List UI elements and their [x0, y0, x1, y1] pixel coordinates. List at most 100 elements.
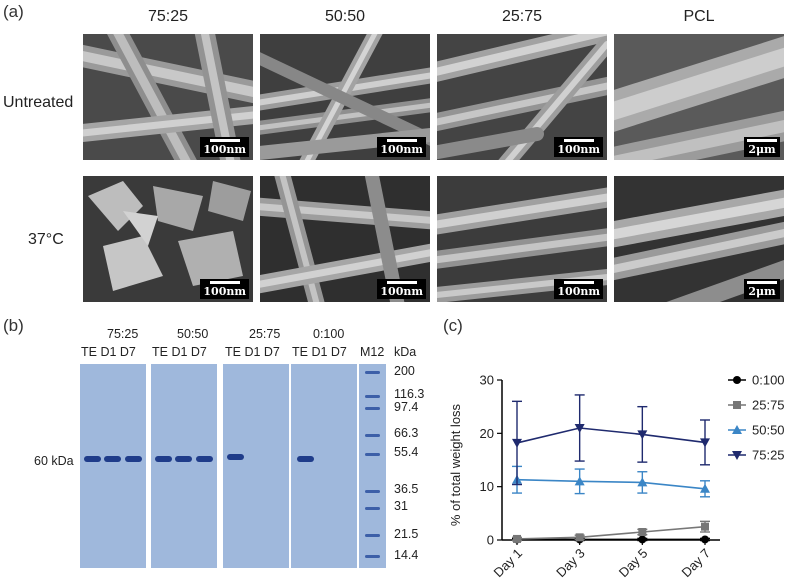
x-tick-label: Day 1	[490, 546, 525, 581]
chart-legend: 0:100 25:75 50:50 75:25	[728, 373, 785, 463]
row-label-37c: 37°C	[28, 231, 64, 248]
marker-band	[365, 555, 380, 558]
legend-label: 0:100	[752, 373, 785, 388]
marker-band	[365, 507, 380, 510]
gel-strip-0-100	[291, 364, 357, 568]
scale-bar-label: 100nm	[557, 143, 600, 156]
column-header-75-25: 75:25	[147, 8, 189, 25]
data-point	[637, 430, 648, 440]
legend-label: 25:75	[752, 398, 785, 413]
marker-size-label: 36.5	[394, 482, 419, 496]
scale-bar: 100nm	[554, 137, 603, 157]
sem-image-25-75-untreated: 100nm	[437, 34, 607, 160]
gel-strip-25-75	[223, 364, 289, 568]
data-point	[513, 534, 521, 543]
weight-loss-chart: % of total weight loss 0 10 20 30 Day 1 Day 3…	[448, 373, 785, 581]
scale-bar: 100nm	[377, 137, 426, 157]
gel-strip-75-25	[80, 364, 146, 568]
sem-image-75-25-37c: 100nm	[83, 176, 253, 302]
row-label-untreated: Untreated	[3, 94, 74, 111]
scale-bar-label: 100nm	[380, 143, 423, 156]
x-tick-label: Day 3	[553, 546, 588, 581]
scale-bar-label: 100nm	[557, 285, 600, 298]
scale-bar-label: 2μm	[748, 285, 776, 298]
gel-group-25-75: 25:75	[249, 327, 281, 341]
series-0-100	[512, 535, 710, 544]
sem-image-50-50-untreated: 100nm	[260, 34, 430, 160]
y-tick-label: 30	[480, 373, 494, 388]
data-point	[700, 483, 710, 493]
marker-band	[365, 453, 380, 456]
x-tick-label: Day 5	[616, 546, 651, 581]
band-d1	[175, 456, 192, 462]
data-point	[701, 522, 709, 531]
scale-bar-label: 2μm	[748, 143, 776, 156]
marker-size-label: 200	[394, 364, 415, 378]
lane-labels-25-75: TE D1 D7	[225, 345, 280, 359]
gel-group-75-25: 75:25	[107, 327, 139, 341]
panel-c-letter: (c)	[443, 316, 463, 335]
gel-strip-marker	[359, 364, 386, 568]
sem-image-25-75-37c: 100nm	[437, 176, 607, 302]
marker-size-label: 55.4	[394, 445, 419, 459]
scale-bar: 100nm	[200, 279, 249, 299]
scale-bar: 2μm	[744, 137, 780, 157]
band-te	[84, 456, 101, 462]
series-line	[516, 525, 706, 540]
marker-size-label: 31	[394, 499, 408, 513]
data-point	[701, 535, 709, 544]
scale-bar-label: 100nm	[203, 285, 246, 298]
lane-labels-75-25: TE D1 D7	[81, 345, 136, 359]
marker-band	[365, 434, 380, 437]
kda-unit-label: kDa	[394, 345, 417, 359]
marker-size-label: 14.4	[394, 548, 419, 562]
scale-bar-label: 100nm	[203, 143, 246, 156]
scale-bar: 100nm	[554, 279, 603, 299]
marker-band	[365, 395, 380, 398]
marker-band	[365, 407, 380, 410]
data-point	[638, 528, 647, 536]
data-point	[700, 438, 710, 448]
scale-bar-label: 100nm	[380, 285, 423, 298]
sem-image-pcl-untreated: 2μm	[614, 34, 784, 160]
panel-b-letter: (b)	[3, 316, 24, 335]
gel-group-50-50: 50:50	[177, 327, 209, 341]
band-te	[227, 454, 244, 460]
marker-lane-label: M12	[360, 345, 385, 359]
band-d1	[104, 456, 121, 462]
column-header-50-50: 50:50	[324, 8, 366, 25]
y-tick-label: 0	[487, 533, 494, 548]
legend-marker	[733, 376, 741, 384]
column-header-pcl: PCL	[683, 8, 715, 25]
legend-marker	[733, 401, 741, 409]
data-point	[574, 424, 585, 433]
series-50-50	[512, 465, 710, 498]
legend-label: 50:50	[752, 423, 785, 438]
marker-size-label: 21.5	[394, 527, 419, 541]
sem-image-pcl-37c: 2μm	[614, 176, 784, 302]
marker-band	[365, 534, 380, 537]
legend-marker	[732, 451, 742, 460]
data-point	[574, 476, 585, 486]
band-size-label: 60 kDa	[34, 454, 74, 468]
series-75-25	[512, 394, 710, 486]
marker-band	[365, 371, 380, 374]
sem-image-75-25-untreated: 100nm	[83, 34, 253, 160]
data-point	[638, 535, 647, 544]
marker-size-label: 116.3	[394, 387, 425, 401]
scale-bar: 100nm	[200, 137, 249, 157]
chart-plot-area	[512, 394, 710, 544]
series-25-75	[512, 520, 710, 543]
fiber-texture	[83, 176, 253, 302]
chart-axes: 0 10 20 30 Day 1 Day 3 Day 5 Day 7	[480, 373, 720, 581]
gel-strip-50-50	[151, 364, 217, 568]
scale-bar: 2μm	[744, 279, 780, 299]
gel-group-0-100: 0:100	[313, 327, 345, 341]
band-te	[297, 456, 314, 462]
column-header-25-75: 25:75	[501, 8, 543, 25]
lane-labels-50-50: TE D1 D7	[152, 345, 207, 359]
series-line	[516, 478, 706, 490]
marker-band	[365, 490, 380, 493]
band-d7	[196, 456, 213, 462]
scale-bar: 100nm	[377, 279, 426, 299]
